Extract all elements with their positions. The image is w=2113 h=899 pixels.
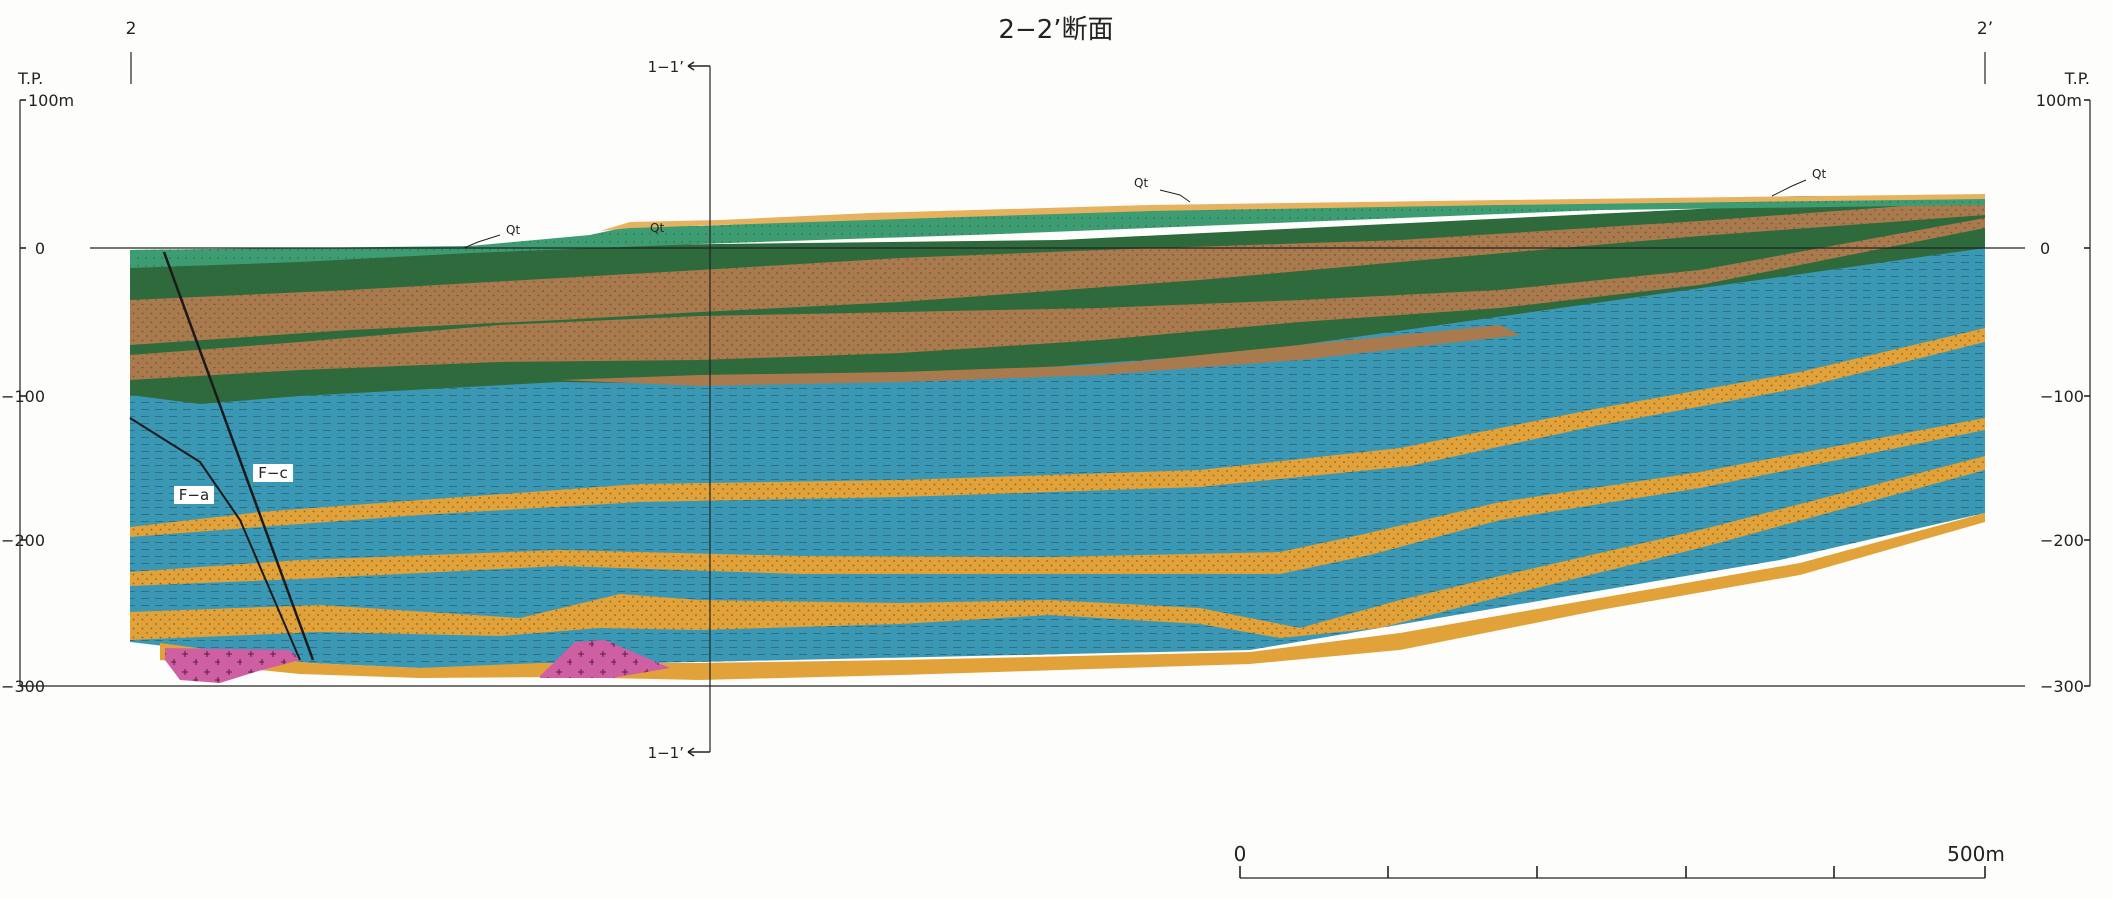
left-tick-100: −100	[1, 387, 45, 406]
right-tick-300: −300	[2040, 677, 2084, 696]
left-tick-200: −200	[1, 531, 45, 550]
granite-bodies	[165, 640, 670, 683]
faults	[129, 251, 315, 661]
left-axis-title: T.P.	[17, 69, 43, 88]
fault-a-label-box	[174, 486, 214, 504]
fault-c-label: F−c	[258, 464, 287, 482]
left-axis-top: 100m	[28, 91, 74, 110]
right-axis-title: T.P.	[2064, 69, 2090, 88]
qt-label-right: Qt	[1812, 167, 1826, 181]
sand-texture	[130, 328, 1985, 640]
scale-end-label: 500m	[1947, 842, 2005, 866]
right-tick-0: 0	[2040, 239, 2050, 258]
qt-label-left: Qt	[506, 223, 520, 237]
fault-a-label: F−a	[179, 486, 209, 504]
right-tick-200: −200	[2040, 531, 2084, 550]
crossing-label-bottom: 1−1’	[648, 744, 684, 762]
surface-layer	[130, 194, 1985, 268]
section-end-label: 2’	[1977, 19, 1993, 39]
qt-label-center: Qt	[1134, 176, 1148, 190]
scale-start-label: 0	[1234, 842, 1247, 866]
qt-label-mid-left: Qt	[650, 221, 664, 235]
right-axis-top: 100m	[2036, 91, 2082, 110]
scale-bar	[1239, 866, 1986, 879]
right-tick-100: −100	[2040, 387, 2084, 406]
section-start-label: 2	[126, 19, 137, 39]
right-axis	[2084, 99, 2091, 687]
left-tick-300: −300	[1, 677, 45, 696]
crossing-label-top: 1−1’	[648, 58, 684, 76]
diagram-title: 2−2’断面	[998, 15, 1113, 45]
fault-c-label-box	[253, 464, 293, 482]
left-axis	[19, 99, 26, 687]
left-tick-0: 0	[35, 239, 45, 258]
